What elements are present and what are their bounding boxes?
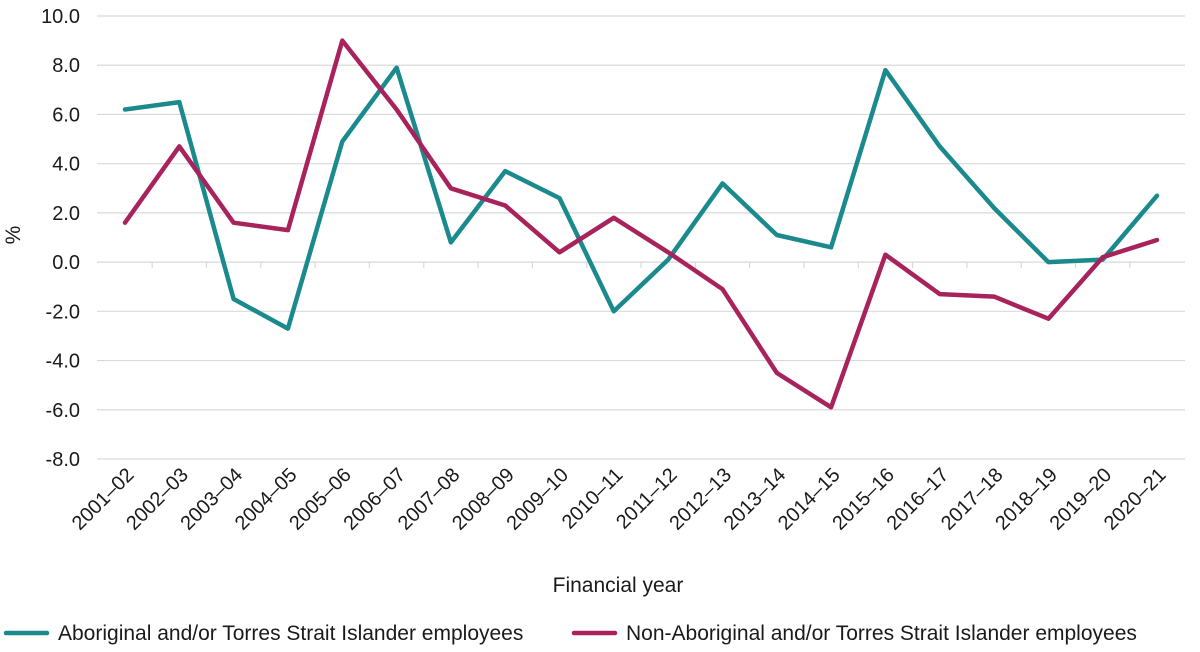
y-axis-ticks: 10.0 8.0 6.0 4.0 2.0 0.0 -2.0 -4.0 -6.0 -8.0 [41,6,80,471]
legend: Aboriginal and/or Torres Strait Islander… [3,622,1137,645]
legend-label-2: Non-Aboriginal and/or Torres Strait Isla… [626,622,1137,645]
x-axis-label: Financial year [553,574,684,597]
y-tick-label: -2.0 [46,301,80,323]
y-tick-label: 6.0 [52,104,80,126]
y-tick-label: 10.0 [41,6,80,28]
y-tick-label: 0.0 [52,252,80,274]
series-line-1 [122,65,1160,331]
y-tick-label: 4.0 [52,154,80,176]
y-axis-label: % [2,226,25,245]
y-tick-label: 2.0 [52,203,80,225]
y-tick-label: -4.0 [46,351,80,373]
series-lines [122,38,1160,410]
x-axis-ticks: 2001–022002–032003–042004–052005–062006–… [68,464,1171,535]
legend-label-1: Aboriginal and/or Torres Strait Islander… [58,622,523,645]
y-tick-label: 8.0 [52,55,80,77]
series-line-2 [122,38,1160,410]
y-tick-label: -8.0 [46,449,80,471]
y-tick-label: -6.0 [46,400,80,422]
gridlines [97,15,1185,460]
